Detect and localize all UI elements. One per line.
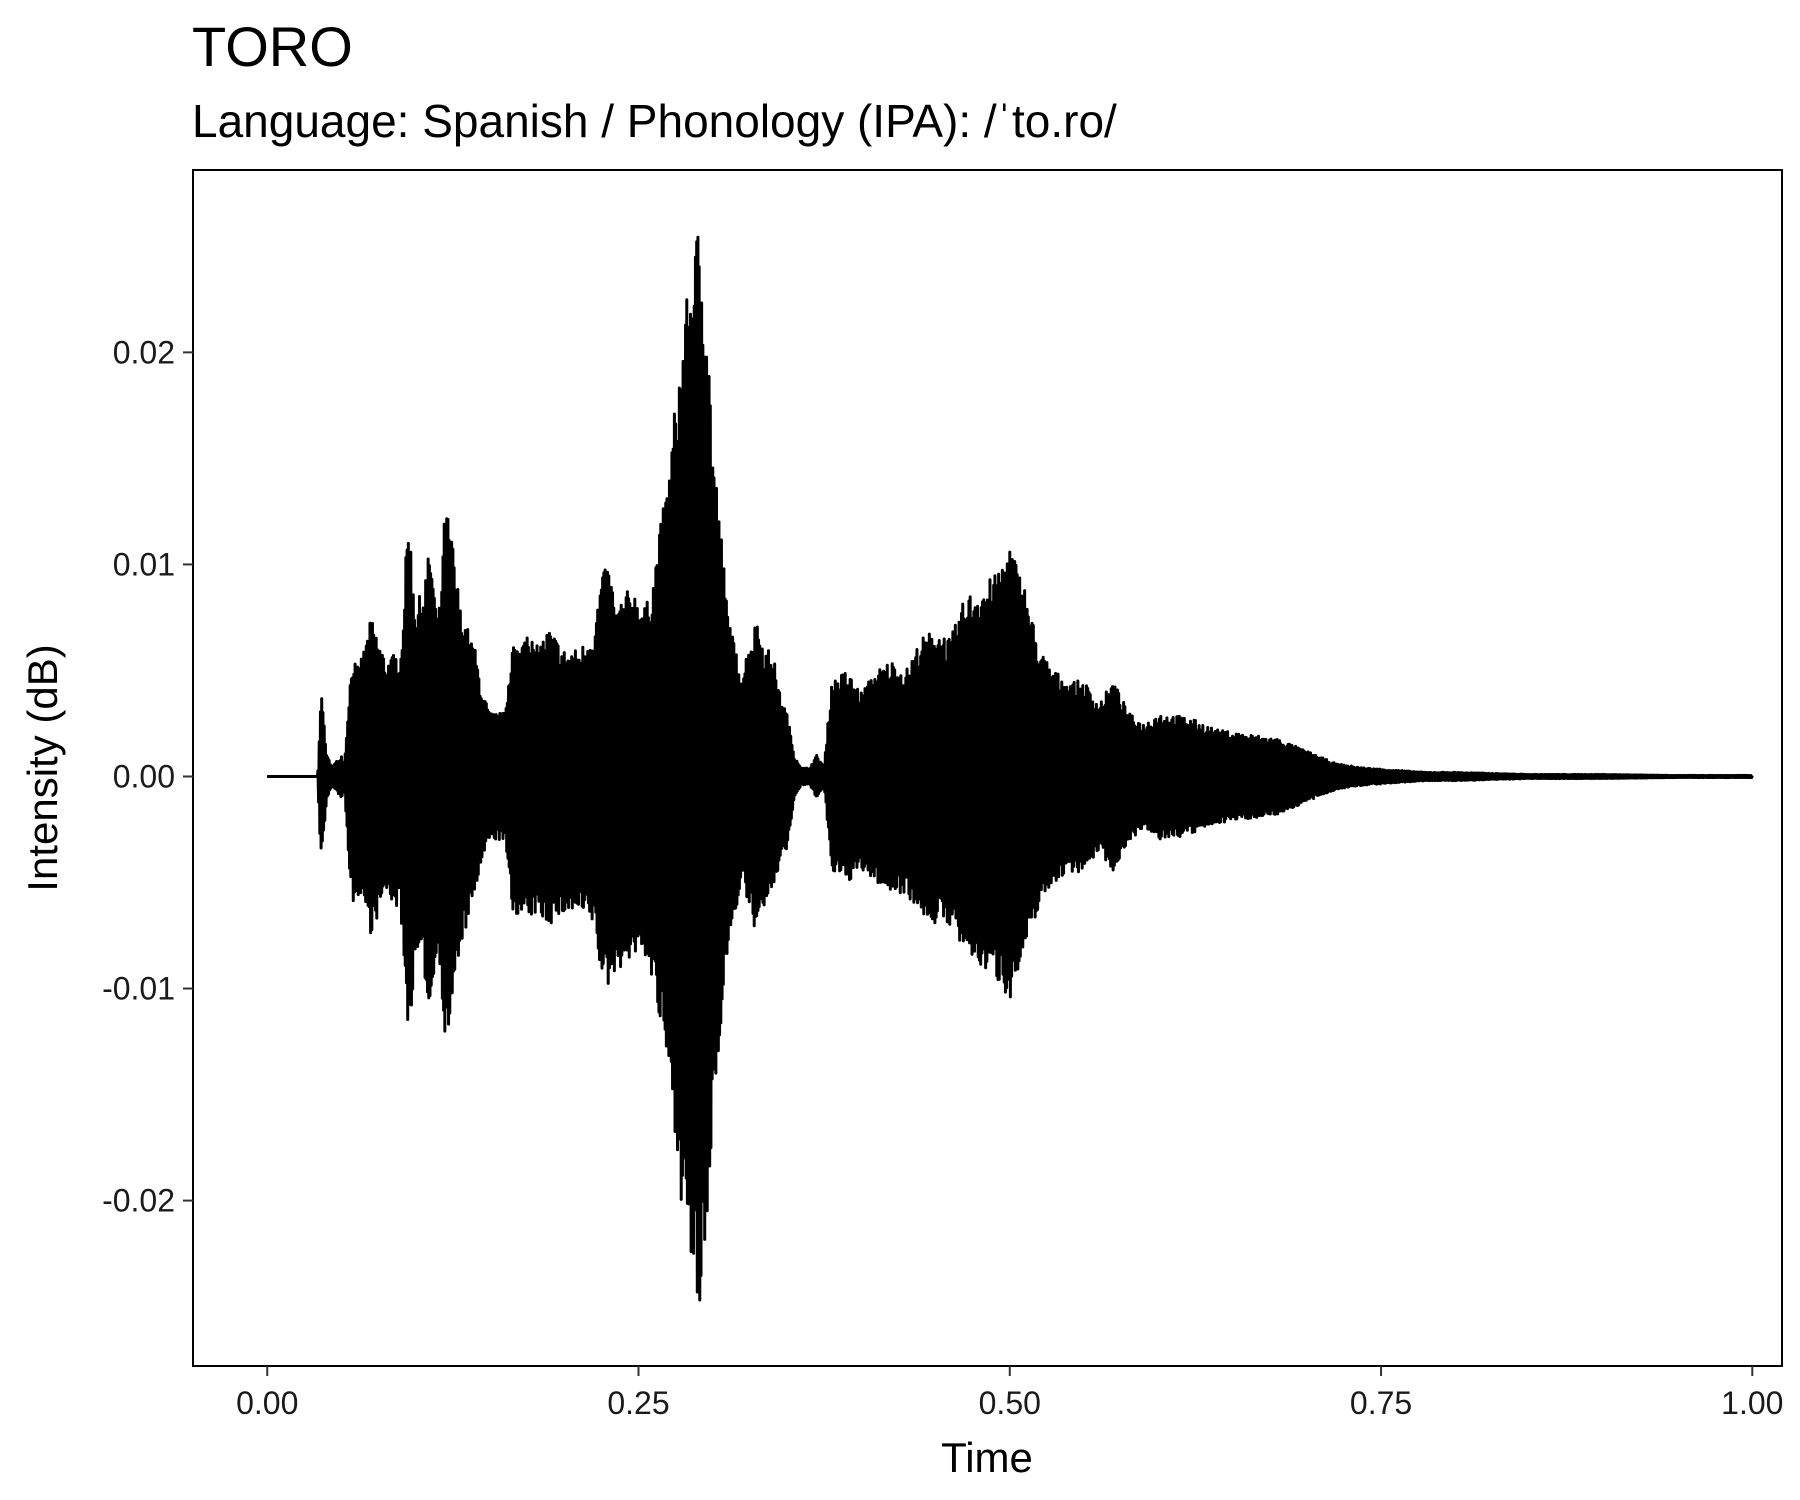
waveform-layer [266,235,1754,1302]
y-axis-tick-label: 0.00 [113,758,175,794]
x-axis-tick-label: 0.25 [607,1385,669,1421]
y-axis-tick-label: 0.02 [113,334,175,370]
x-axis-tick-label: 1.00 [1721,1385,1783,1421]
x-axis-tick-label: 0.00 [236,1385,298,1421]
chart-subtitle: Language: Spanish / Phonology (IPA): /ˈt… [192,95,1117,147]
y-axis-tick-label: 0.01 [113,546,175,582]
chart-title: TORO [192,15,353,78]
y-axis-tick-label: -0.01 [102,971,175,1007]
y-axis-title: Intensity (dB) [19,644,66,891]
x-axis-title: Time [941,1434,1033,1481]
plot-panel-border [192,169,1783,1367]
x-axis-tick-label: 0.75 [1350,1385,1412,1421]
waveform-line [266,235,1754,1302]
y-axis-tick-label: -0.02 [102,1183,175,1219]
x-axis: 0.00 0.25 0.50 0.75 1.00 [236,1366,1783,1421]
x-axis-tick-label: 0.50 [979,1385,1041,1421]
y-axis: -0.02 -0.01 0.00 0.01 0.02 [102,334,193,1219]
